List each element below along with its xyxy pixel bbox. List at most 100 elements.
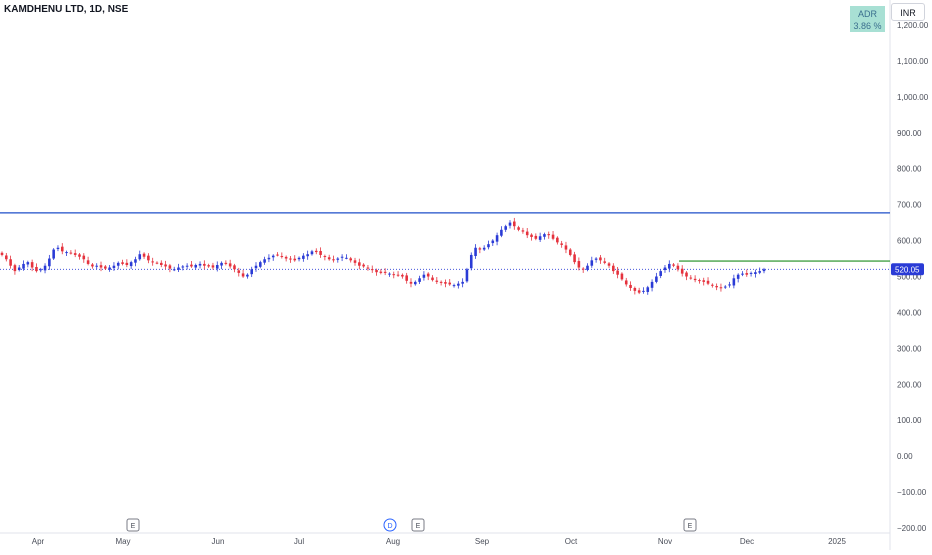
candle-body bbox=[379, 271, 383, 273]
candle-body bbox=[607, 263, 611, 266]
candle-body bbox=[60, 246, 64, 252]
y-tick-label: 400.00 bbox=[897, 308, 922, 317]
candle-body bbox=[358, 262, 361, 266]
y-tick-label: 800.00 bbox=[897, 165, 922, 174]
candle-body bbox=[667, 263, 671, 269]
candle-body bbox=[289, 258, 292, 260]
candle-body bbox=[474, 247, 477, 257]
earnings-marker[interactable] bbox=[683, 518, 697, 532]
candle-body bbox=[86, 260, 90, 264]
candle-body bbox=[693, 278, 697, 281]
y-tick-label: 1,100.00 bbox=[897, 57, 929, 66]
candle-body bbox=[121, 262, 124, 264]
candle-body bbox=[685, 272, 688, 277]
candle-body bbox=[620, 273, 624, 280]
candle-body bbox=[125, 262, 129, 266]
candle-body bbox=[711, 284, 714, 286]
candle-body bbox=[603, 261, 607, 263]
candle-body bbox=[719, 287, 723, 289]
candle-body bbox=[383, 271, 387, 273]
event-marker-label: E bbox=[416, 523, 421, 530]
candle-body bbox=[17, 267, 21, 271]
candle-body bbox=[259, 262, 262, 267]
candle-body bbox=[194, 265, 198, 268]
last-price-value: 520.05 bbox=[895, 265, 920, 274]
dividend-marker[interactable] bbox=[383, 518, 397, 532]
candle-body bbox=[35, 266, 38, 272]
y-tick-label: 500.00 bbox=[897, 273, 922, 282]
candle-body bbox=[112, 265, 116, 269]
candle-body bbox=[314, 250, 318, 253]
candle-body bbox=[241, 273, 245, 277]
candle-body bbox=[91, 264, 94, 267]
candle-body bbox=[508, 222, 512, 226]
candle-body bbox=[207, 265, 210, 267]
candle-body bbox=[392, 274, 396, 276]
candle-body bbox=[642, 290, 645, 292]
candle-body bbox=[345, 257, 348, 259]
candle-body bbox=[237, 270, 241, 273]
candle-body bbox=[302, 255, 305, 259]
candle-body bbox=[250, 269, 253, 275]
candle-body bbox=[116, 262, 120, 266]
currency-button[interactable]: INR bbox=[891, 3, 925, 21]
candle-body bbox=[254, 265, 258, 269]
candle-body bbox=[297, 257, 301, 260]
candle-body bbox=[500, 229, 503, 236]
candle-body bbox=[26, 262, 30, 265]
candle-body bbox=[547, 234, 551, 236]
x-tick-label: Oct bbox=[565, 537, 578, 546]
candle-body bbox=[104, 266, 107, 269]
candle-body bbox=[629, 284, 632, 288]
candle-body bbox=[435, 280, 439, 282]
candle-body bbox=[0, 252, 4, 255]
candle-body bbox=[741, 273, 744, 275]
candle-body bbox=[689, 277, 693, 279]
candle-body bbox=[228, 263, 232, 267]
candle-body bbox=[336, 258, 340, 260]
candle-body bbox=[13, 265, 17, 272]
event-marker-label: E bbox=[131, 523, 136, 530]
candle-body bbox=[491, 240, 495, 244]
earnings-marker[interactable] bbox=[126, 518, 140, 532]
candle-body bbox=[405, 275, 408, 281]
candle-body bbox=[319, 250, 322, 255]
candle-body bbox=[469, 254, 473, 269]
candle-body bbox=[263, 259, 266, 263]
last-price-badge bbox=[891, 263, 924, 276]
candle-body bbox=[732, 278, 736, 286]
candle-body bbox=[155, 262, 159, 264]
candle-body bbox=[138, 254, 142, 260]
candle-body bbox=[159, 262, 163, 266]
earnings-marker[interactable] bbox=[411, 518, 425, 532]
candle-body bbox=[487, 244, 490, 248]
candle-body bbox=[142, 253, 146, 257]
candle-body bbox=[172, 269, 176, 271]
candle-body bbox=[375, 270, 378, 273]
candle-body bbox=[401, 274, 404, 277]
candle-body bbox=[5, 255, 8, 260]
candle-body bbox=[560, 243, 563, 245]
candle-body bbox=[276, 254, 279, 256]
y-tick-label: 0.00 bbox=[897, 452, 913, 461]
candle-body bbox=[82, 255, 86, 260]
candle-body bbox=[413, 281, 417, 285]
candle-body bbox=[586, 265, 589, 270]
candle-body bbox=[151, 261, 154, 263]
y-tick-label: 900.00 bbox=[897, 129, 922, 138]
event-marker-label: E bbox=[688, 523, 693, 530]
candle-body bbox=[465, 269, 469, 282]
candle-body bbox=[513, 221, 516, 227]
candle-body bbox=[581, 268, 585, 270]
candle-body bbox=[418, 278, 421, 282]
x-tick-label: 2025 bbox=[828, 537, 846, 546]
candle-body bbox=[439, 281, 443, 283]
candle-body bbox=[9, 259, 12, 266]
candle-body bbox=[271, 255, 275, 258]
candle-body bbox=[306, 254, 309, 257]
candle-body bbox=[185, 265, 189, 267]
candle-body bbox=[599, 257, 602, 261]
candle-body bbox=[633, 287, 637, 291]
